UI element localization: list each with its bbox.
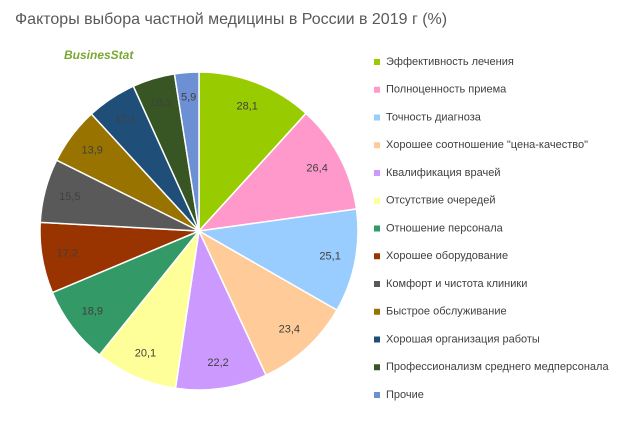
pie-slice	[174, 228, 267, 391]
data-label: 26,4	[306, 163, 327, 175]
legend-label: Хорошее соотношение "цена-качество"	[386, 139, 588, 151]
legend-swatch	[374, 170, 380, 176]
legend-label: Прочие	[386, 389, 424, 401]
data-label: 10,3	[150, 97, 171, 109]
pie-slice	[173, 71, 200, 232]
pie-slice	[197, 229, 338, 377]
data-label: 23,4	[279, 323, 300, 335]
legend-label: Точность диагноза	[386, 111, 482, 123]
legend-label: Комфорт и чистота клиники	[386, 278, 527, 290]
data-label: 25,1	[319, 250, 340, 262]
legend-label: Отношение персонала	[386, 222, 504, 234]
legend-swatch	[374, 197, 380, 204]
chart-title: Факторы выбора частной медицины в России…	[15, 11, 447, 28]
legend-swatch	[374, 142, 380, 149]
pie-slice	[198, 71, 308, 233]
legend-label: Быстрое обслуживание	[386, 306, 507, 318]
data-label: 20,1	[135, 347, 156, 359]
legend-swatch	[374, 364, 380, 371]
data-label: 18,9	[82, 305, 103, 317]
legend-swatch	[374, 253, 380, 260]
data-label: 5,9	[181, 92, 196, 104]
legend-label: Профессионализм среднего медперсонала	[386, 361, 609, 373]
legend-label: Эффективность лечения	[386, 56, 514, 68]
legend-swatch	[374, 308, 380, 315]
legend-swatch	[374, 392, 380, 398]
legend-swatch	[374, 336, 380, 343]
legend-label: Хорошая организация работы	[386, 333, 540, 345]
legend-label: Хорошее оборудование	[386, 250, 508, 262]
data-label: 22,2	[207, 357, 228, 369]
legend-swatch	[374, 59, 380, 65]
data-label: 12,1	[115, 114, 136, 126]
legend-swatch	[374, 281, 380, 287]
legend-label: Отсутствие очередей	[386, 195, 495, 207]
legend-label: Квалификация врачей	[386, 167, 500, 179]
pie-slice	[196, 208, 359, 312]
pie-slice	[197, 112, 358, 233]
data-label: 28,1	[236, 100, 257, 112]
legend-swatch	[374, 225, 380, 232]
data-label: 13,9	[82, 145, 103, 157]
legend-swatch	[374, 114, 380, 121]
data-label: 17,2	[57, 248, 78, 260]
watermark: BusinesStat	[64, 48, 134, 62]
legend-label: Полноценность приема	[386, 84, 507, 96]
data-label: 15,5	[59, 191, 80, 203]
legend-swatch	[374, 86, 380, 93]
